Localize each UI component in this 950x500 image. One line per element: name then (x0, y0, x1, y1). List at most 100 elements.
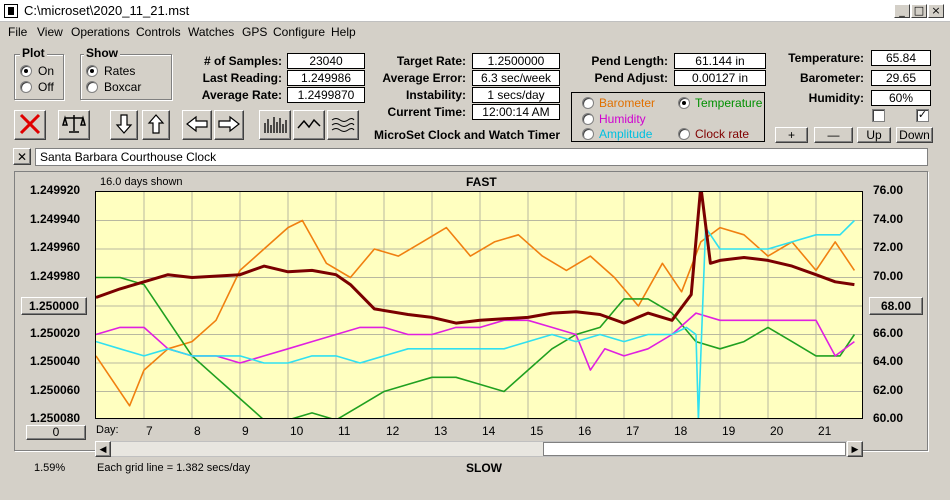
grid-note-label: Each grid line = 1.382 secs/day (97, 462, 251, 474)
average-error-field: 6.3 sec/week (472, 70, 560, 86)
clock-name-field[interactable]: Santa Barbara Courthouse Clock (35, 148, 928, 166)
right-arrow-button[interactable] (214, 110, 244, 140)
close-clock-button[interactable]: ✕ (13, 148, 31, 165)
series-humidity (96, 312, 855, 371)
y-left-tick-label: 1.249940 (30, 211, 81, 226)
menu-help[interactable]: Help (331, 25, 356, 39)
arrow-down-icon (115, 113, 133, 134)
amplitude-option-label[interactable]: Amplitude (599, 127, 653, 141)
y-right-tick-label: 76.00 (873, 183, 904, 197)
x-tick-label: 17 (626, 424, 640, 438)
show-rates-radio[interactable] (86, 65, 98, 77)
menu-controls[interactable]: Controls (136, 25, 181, 39)
humidity-field: 60% (871, 90, 931, 106)
y-right-tick-label: 74.00 (873, 211, 904, 226)
samples-field: 23040 (287, 53, 365, 69)
app-caption: MicroSet Clock and Watch Timer (374, 128, 561, 142)
y-left-tick-label: 1.250060 (30, 382, 81, 397)
arrow-up-icon (147, 113, 165, 134)
samples-label: # of Samples: (203, 54, 282, 68)
y-right-tick-label: 66.00 (873, 325, 904, 340)
y-right-tick-label: 60.00 (873, 411, 904, 425)
instability-field: 1 secs/day (472, 87, 560, 103)
down-arrow-button[interactable] (110, 110, 138, 140)
y-left-tick-label: 1.250020 (30, 325, 81, 340)
x-tick-label: 8 (194, 424, 201, 438)
line-plot-button[interactable] (293, 110, 325, 140)
amplitude-radio[interactable] (582, 128, 594, 140)
show-rates-label[interactable]: Rates (104, 64, 136, 78)
scroll-right-button[interactable]: ▶ (847, 441, 863, 457)
plot-off-label[interactable]: Off (38, 80, 54, 94)
clear-button[interactable] (14, 110, 46, 140)
x-tick-label: 21 (818, 424, 832, 438)
show-group-title: Show (84, 46, 120, 60)
wave-button[interactable] (327, 110, 359, 140)
last-reading-field: 1.249986 (287, 70, 365, 86)
up-arrow-button[interactable] (142, 110, 170, 140)
days-shown-label: 16.0 days shown (100, 176, 183, 188)
title-bar: C:\microset\2020_11_21.mst _ □ × (0, 0, 950, 22)
average-rate-label: Average Rate: (201, 88, 282, 102)
x-tick-label: 10 (290, 424, 304, 438)
line-plot-icon (297, 118, 321, 128)
day-axis-label: Day: (96, 424, 119, 436)
plot-on-radio[interactable] (20, 65, 32, 77)
humidity-radio[interactable] (582, 113, 594, 125)
left-arrow-button[interactable] (182, 110, 212, 140)
temperature-option-label[interactable]: Temperature (695, 96, 763, 110)
scroll-left-button[interactable]: ◀ (95, 441, 111, 457)
clock-rate-option-label[interactable]: Clock rate (695, 127, 750, 141)
show-boxcar-radio[interactable] (86, 81, 98, 93)
barometer-field: 29.65 (871, 70, 931, 86)
app-icon (4, 4, 18, 18)
target-rate-label: Target Rate: (396, 54, 466, 68)
y-right-tick-label: 64.00 (873, 354, 904, 368)
plot-off-radio[interactable] (20, 81, 32, 93)
histogram-button[interactable] (259, 110, 291, 140)
scale-down-button[interactable]: Down (896, 127, 933, 143)
balance-button[interactable] (58, 110, 90, 140)
temperature-radio[interactable] (678, 97, 690, 109)
clock-rate-radio[interactable] (678, 128, 690, 140)
barometer-option-label[interactable]: Barometer (599, 96, 656, 110)
current-time-field: 12:00:14 AM (472, 104, 560, 120)
checkbox-2[interactable]: ✓ (916, 109, 929, 122)
offset-button[interactable]: 0 (26, 425, 86, 440)
scale-minus-button[interactable]: — (814, 127, 853, 143)
minimize-button[interactable]: _ (894, 4, 910, 18)
barometer-radio[interactable] (582, 97, 594, 109)
center-rate-button[interactable]: 1.250000 (21, 297, 87, 315)
menu-operations[interactable]: Operations (71, 25, 130, 39)
pend-adjust-field: 0.00127 in (674, 70, 766, 86)
menu-file[interactable]: File (8, 25, 28, 39)
menu-gps[interactable]: GPS (242, 25, 268, 39)
y-right-tick-label: 70.00 (873, 268, 904, 283)
average-rate-field: 1.2499870 (287, 87, 365, 103)
plot-on-label[interactable]: On (38, 64, 55, 78)
x-tick-label: 18 (674, 424, 688, 438)
close-button[interactable]: × (928, 4, 944, 18)
plot-group-title: Plot (20, 46, 47, 60)
x-tick-label: 20 (770, 424, 784, 438)
series-barometer (96, 219, 856, 407)
y-right-tick-label: 72.00 (873, 240, 904, 254)
show-boxcar-label[interactable]: Boxcar (104, 80, 142, 94)
menu-configure[interactable]: Configure (273, 25, 326, 39)
scale-up-button[interactable]: Up (857, 127, 891, 143)
menu-view[interactable]: View (37, 25, 63, 39)
center-temp-button[interactable]: 68.00 (869, 297, 923, 315)
y-left-tick-label: 1.250080 (30, 411, 81, 425)
menu-watches[interactable]: Watches (188, 25, 235, 39)
humidity-option-label[interactable]: Humidity (599, 112, 646, 126)
pend-length-field[interactable]: 61.144 in (674, 53, 766, 69)
scroll-thumb[interactable] (543, 442, 846, 456)
scale-plus-button[interactable]: + (775, 127, 808, 143)
maximize-button[interactable]: □ (911, 4, 927, 18)
y-left-tick-label: 1.249960 (30, 240, 81, 254)
pend-length-label: Pend Length: (591, 54, 668, 68)
x-tick-label: 7 (146, 424, 153, 438)
target-rate-field[interactable]: 1.2500000 (472, 53, 560, 69)
checkbox-1[interactable] (872, 109, 885, 122)
series-amplitude (96, 219, 855, 418)
